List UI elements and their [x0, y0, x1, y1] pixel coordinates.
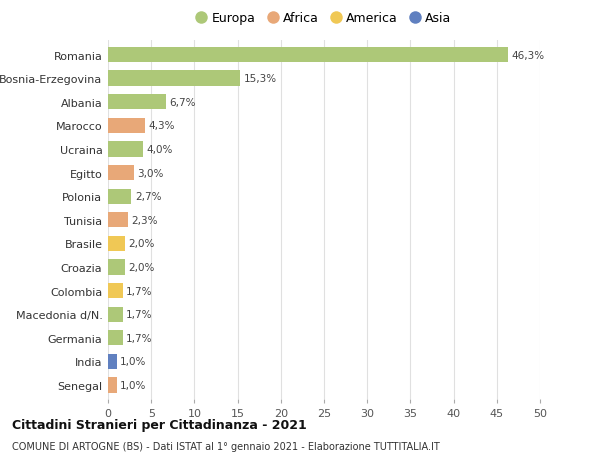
- Text: 1,7%: 1,7%: [126, 309, 152, 319]
- Bar: [108, 378, 116, 393]
- Bar: [108, 283, 122, 299]
- Text: 4,0%: 4,0%: [146, 145, 172, 155]
- Text: 1,7%: 1,7%: [126, 333, 152, 343]
- Text: 46,3%: 46,3%: [511, 50, 545, 61]
- Bar: [108, 213, 128, 228]
- Bar: [108, 354, 116, 369]
- Bar: [108, 95, 166, 110]
- Text: 2,7%: 2,7%: [135, 192, 161, 202]
- Bar: [108, 142, 143, 157]
- Text: Cittadini Stranieri per Cittadinanza - 2021: Cittadini Stranieri per Cittadinanza - 2…: [12, 418, 307, 431]
- Text: 1,0%: 1,0%: [120, 380, 146, 390]
- Text: 1,7%: 1,7%: [126, 286, 152, 296]
- Text: 15,3%: 15,3%: [244, 74, 277, 84]
- Text: 3,0%: 3,0%: [137, 168, 164, 178]
- Text: 2,0%: 2,0%: [129, 239, 155, 249]
- Text: 4,3%: 4,3%: [149, 121, 175, 131]
- Legend: Europa, Africa, America, Asia: Europa, Africa, America, Asia: [194, 10, 454, 28]
- Bar: [108, 330, 122, 346]
- Bar: [108, 189, 131, 204]
- Bar: [108, 166, 134, 181]
- Text: 6,7%: 6,7%: [169, 98, 196, 107]
- Text: 2,0%: 2,0%: [129, 263, 155, 273]
- Bar: [108, 307, 122, 322]
- Bar: [108, 236, 125, 252]
- Text: 1,0%: 1,0%: [120, 357, 146, 367]
- Text: COMUNE DI ARTOGNE (BS) - Dati ISTAT al 1° gennaio 2021 - Elaborazione TUTTITALIA: COMUNE DI ARTOGNE (BS) - Dati ISTAT al 1…: [12, 441, 440, 451]
- Bar: [108, 260, 125, 275]
- Bar: [108, 48, 508, 63]
- Bar: [108, 118, 145, 134]
- Bar: [108, 71, 240, 87]
- Text: 2,3%: 2,3%: [131, 215, 158, 225]
